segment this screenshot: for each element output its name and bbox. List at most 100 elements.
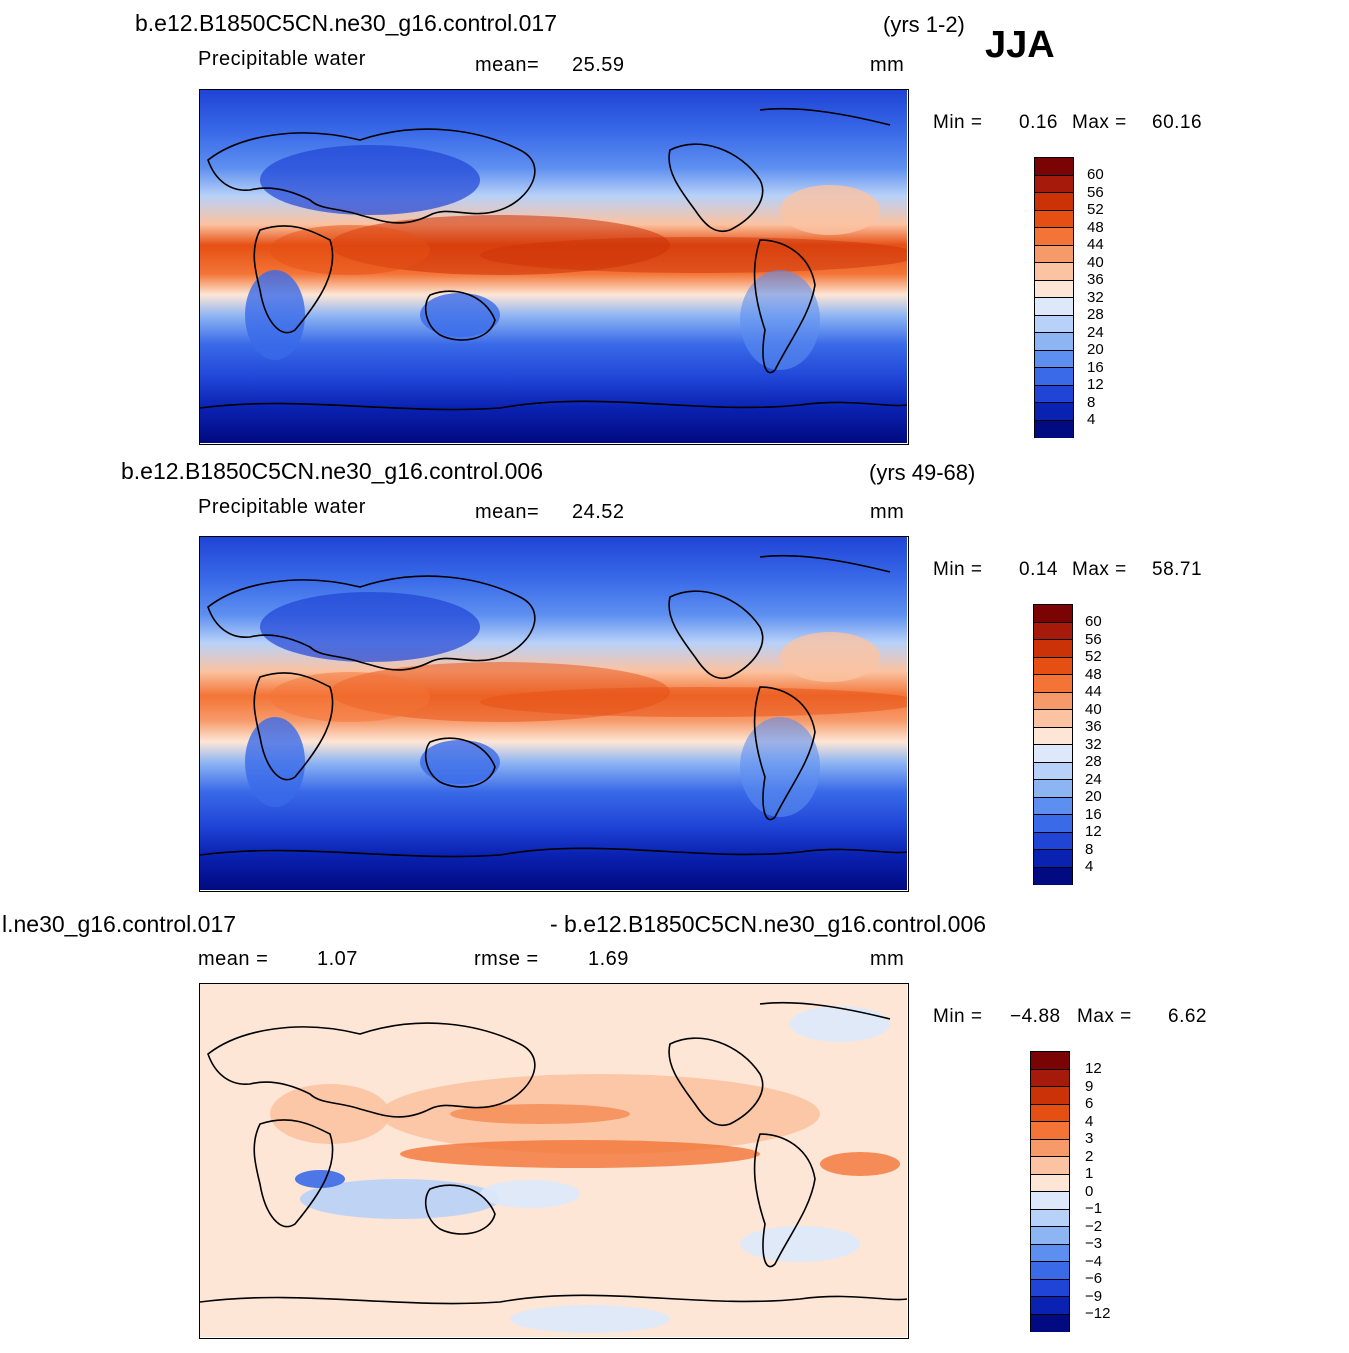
panel2-min-label: Min = <box>933 559 983 580</box>
colorbar-label: 48 <box>1085 665 1102 683</box>
panel2-max-value: 58.71 <box>1152 559 1203 580</box>
panel1-min-label: Min = <box>933 112 983 133</box>
colorbar-label: 32 <box>1087 288 1104 306</box>
colorbar-label: −3 <box>1085 1235 1103 1252</box>
colorbar-label: 40 <box>1087 253 1104 271</box>
panel3-colorbar <box>1030 1051 1070 1332</box>
colorbar-segment <box>1031 1052 1069 1070</box>
colorbar-label: 20 <box>1085 788 1102 805</box>
colorbar-segment <box>1034 780 1072 798</box>
colorbar-label: 32 <box>1085 735 1102 753</box>
panel1-units: mm <box>870 54 905 76</box>
panel1-case-title: b.e12.B1850C5CN.ne30_g16.control.017 <box>135 10 557 36</box>
colorbar-label: 28 <box>1087 306 1104 323</box>
colorbar-segment <box>1034 605 1072 623</box>
colorbar-segment <box>1034 867 1072 885</box>
colorbar-label: 16 <box>1085 805 1102 823</box>
panel1-map <box>199 89 909 445</box>
colorbar-label: 56 <box>1085 630 1102 648</box>
colorbar-segment <box>1031 1174 1069 1192</box>
colorbar-segment <box>1035 175 1073 193</box>
colorbar-segment <box>1035 420 1073 438</box>
colorbar-segment <box>1034 850 1072 868</box>
season-label: JJA <box>985 24 1055 66</box>
panel2-mean-value: 24.52 <box>572 501 625 523</box>
colorbar-segment <box>1034 640 1072 658</box>
colorbar-label: 36 <box>1085 718 1102 735</box>
colorbar-label: 4 <box>1085 1112 1094 1130</box>
panel1-variable: Precipitable water <box>198 48 366 70</box>
colorbar-label: 28 <box>1085 753 1102 770</box>
colorbar-segment <box>1035 280 1073 298</box>
colorbar-label: 52 <box>1085 648 1102 665</box>
colorbar-segment <box>1035 228 1073 246</box>
panel1-mean-label: mean= <box>475 54 540 76</box>
colorbar-segment <box>1031 1192 1069 1210</box>
colorbar-segment <box>1035 368 1073 386</box>
colorbar-segment <box>1031 1279 1069 1297</box>
panel3-max-value: 6.62 <box>1168 1006 1207 1027</box>
panel2-max-label: Max = <box>1072 559 1127 580</box>
panel1-max-value: 60.16 <box>1152 112 1203 133</box>
colorbar-segment <box>1035 315 1073 333</box>
colorbar-segment <box>1031 1069 1069 1087</box>
colorbar-segment <box>1034 622 1072 640</box>
colorbar-segment <box>1031 1314 1069 1332</box>
colorbar-segment <box>1031 1104 1069 1122</box>
colorbar-label: 4 <box>1087 411 1096 428</box>
colorbar-segment <box>1031 1209 1069 1227</box>
panel3-rmse-value: 1.69 <box>588 948 629 970</box>
panel1-years: (yrs 1-2) <box>883 12 965 37</box>
panel2-mean-label: mean= <box>475 501 540 523</box>
colorbar-segment <box>1034 692 1072 710</box>
colorbar-label: 12 <box>1085 1060 1102 1077</box>
panel3-case-title: l.ne30_g16.control.017 <box>2 911 237 937</box>
panel3-rmse-label: rmse = <box>474 948 539 970</box>
colorbar-segment <box>1035 245 1073 263</box>
colorbar-label: 8 <box>1087 393 1096 411</box>
panel3-max-label: Max = <box>1077 1006 1132 1027</box>
colorbar-label: −1 <box>1085 1200 1103 1217</box>
colorbar-label: −9 <box>1085 1287 1103 1305</box>
colorbar-segment <box>1034 797 1072 815</box>
colorbar-label: 24 <box>1085 770 1102 788</box>
colorbar-segment <box>1031 1244 1069 1262</box>
colorbar-label: 1 <box>1085 1165 1094 1182</box>
colorbar-segment <box>1034 710 1072 728</box>
colorbar-label: 0 <box>1085 1182 1094 1200</box>
colorbar-label: −6 <box>1085 1270 1103 1287</box>
colorbar-label: 6 <box>1085 1095 1094 1112</box>
colorbar-segment <box>1034 815 1072 833</box>
colorbar-segment <box>1035 158 1073 176</box>
colorbar-label: 24 <box>1087 323 1104 341</box>
colorbar-segment <box>1035 350 1073 368</box>
panel2-variable: Precipitable water <box>198 496 366 518</box>
colorbar-label: 36 <box>1087 271 1104 288</box>
colorbar-label: 40 <box>1085 700 1102 718</box>
colorbar-segment <box>1034 745 1072 763</box>
panel1-max-label: Max = <box>1072 112 1127 133</box>
panel2-years: (yrs 49-68) <box>869 460 976 485</box>
colorbar-segment <box>1031 1139 1069 1157</box>
colorbar-label: 20 <box>1087 341 1104 358</box>
colorbar-label: −2 <box>1085 1217 1103 1235</box>
colorbar-label: 8 <box>1085 840 1094 858</box>
colorbar-label: 48 <box>1087 218 1104 236</box>
panel3-mean-value: 1.07 <box>317 948 358 970</box>
colorbar-label: 60 <box>1087 166 1104 183</box>
colorbar-segment <box>1031 1297 1069 1315</box>
colorbar-segment <box>1031 1262 1069 1280</box>
colorbar-segment <box>1035 298 1073 316</box>
colorbar-segment <box>1035 403 1073 421</box>
panel3-map <box>199 983 909 1339</box>
colorbar-segment <box>1035 210 1073 228</box>
panel2-case-title: b.e12.B1850C5CN.ne30_g16.control.006 <box>121 458 543 484</box>
colorbar-segment <box>1034 832 1072 850</box>
colorbar-label: 2 <box>1085 1147 1094 1165</box>
colorbar-label: 56 <box>1087 183 1104 201</box>
colorbar-label: 44 <box>1085 683 1102 700</box>
colorbar-segment <box>1035 263 1073 281</box>
panel3-units: mm <box>870 948 905 970</box>
panel2-units: mm <box>870 501 905 523</box>
panel3-min-value: −4.88 <box>1010 1006 1061 1027</box>
